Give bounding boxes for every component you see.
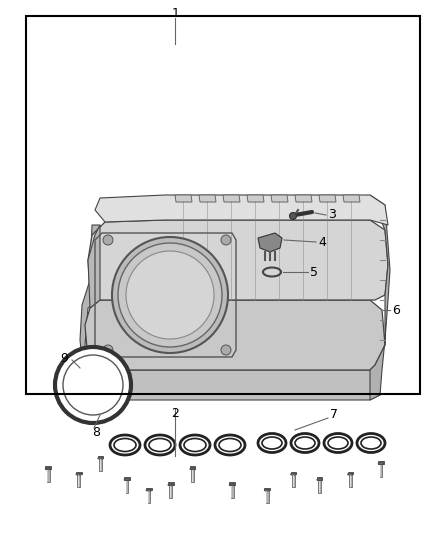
Bar (378, 461, 384, 464)
Ellipse shape (146, 489, 152, 491)
Circle shape (221, 345, 231, 355)
Bar (47, 469, 49, 482)
Polygon shape (85, 300, 385, 370)
Text: 9: 9 (60, 351, 68, 365)
Text: 5: 5 (310, 265, 318, 279)
Bar (168, 482, 173, 485)
Ellipse shape (229, 484, 235, 486)
Ellipse shape (291, 433, 319, 453)
Bar (349, 474, 352, 487)
Ellipse shape (295, 437, 315, 449)
Ellipse shape (328, 437, 348, 449)
Bar (98, 456, 103, 458)
Bar (170, 485, 172, 498)
Bar (348, 472, 353, 474)
Text: 4: 4 (318, 236, 326, 248)
Circle shape (103, 345, 113, 355)
Ellipse shape (180, 435, 210, 455)
Bar (124, 477, 130, 480)
Bar (291, 472, 296, 474)
Bar (191, 469, 194, 482)
Polygon shape (370, 195, 390, 400)
Circle shape (221, 235, 231, 245)
Bar (380, 464, 382, 477)
Polygon shape (247, 195, 264, 202)
Ellipse shape (262, 437, 282, 449)
Bar (78, 474, 80, 487)
Polygon shape (175, 195, 192, 202)
Ellipse shape (45, 468, 51, 470)
Ellipse shape (264, 489, 270, 491)
Ellipse shape (149, 439, 171, 451)
Bar (230, 482, 235, 485)
Circle shape (126, 251, 214, 339)
Ellipse shape (357, 433, 385, 453)
Polygon shape (343, 195, 360, 202)
Bar (231, 485, 233, 498)
Polygon shape (80, 225, 100, 395)
Bar (46, 466, 51, 469)
Ellipse shape (124, 479, 130, 481)
Polygon shape (88, 225, 100, 308)
Polygon shape (319, 195, 336, 202)
Polygon shape (95, 195, 388, 225)
Bar (265, 488, 270, 490)
Circle shape (55, 347, 131, 423)
Bar (76, 472, 81, 474)
Ellipse shape (110, 435, 140, 455)
Ellipse shape (215, 435, 245, 455)
Ellipse shape (219, 439, 241, 451)
Polygon shape (88, 220, 388, 300)
Ellipse shape (190, 468, 196, 470)
Bar (266, 490, 268, 503)
Polygon shape (295, 195, 312, 202)
Circle shape (118, 243, 222, 347)
Text: 8: 8 (92, 425, 100, 439)
Ellipse shape (168, 484, 174, 486)
Polygon shape (271, 195, 288, 202)
Ellipse shape (324, 433, 352, 453)
Text: 2: 2 (171, 407, 179, 419)
Ellipse shape (98, 457, 104, 459)
Bar (292, 474, 295, 487)
Ellipse shape (347, 473, 353, 475)
Bar (126, 480, 128, 492)
Polygon shape (223, 195, 240, 202)
Polygon shape (88, 370, 380, 400)
Circle shape (112, 237, 228, 353)
Bar (146, 488, 152, 490)
Circle shape (290, 213, 297, 220)
Ellipse shape (378, 463, 384, 465)
Text: 3: 3 (328, 208, 336, 222)
Polygon shape (199, 195, 216, 202)
Ellipse shape (258, 433, 286, 453)
Circle shape (103, 235, 113, 245)
Ellipse shape (184, 439, 206, 451)
Ellipse shape (145, 435, 175, 455)
Circle shape (63, 355, 123, 415)
Polygon shape (258, 233, 282, 252)
Bar (190, 466, 195, 469)
Bar (148, 490, 150, 503)
Text: 6: 6 (392, 303, 400, 317)
Ellipse shape (290, 473, 297, 475)
Ellipse shape (76, 473, 82, 475)
Ellipse shape (317, 479, 323, 481)
Text: 1: 1 (171, 7, 179, 20)
Bar (99, 458, 102, 471)
Bar (26, 16, 420, 394)
Ellipse shape (361, 437, 381, 449)
Bar (317, 477, 322, 480)
Bar (318, 480, 321, 492)
Ellipse shape (114, 439, 136, 451)
Text: 7: 7 (330, 408, 338, 422)
